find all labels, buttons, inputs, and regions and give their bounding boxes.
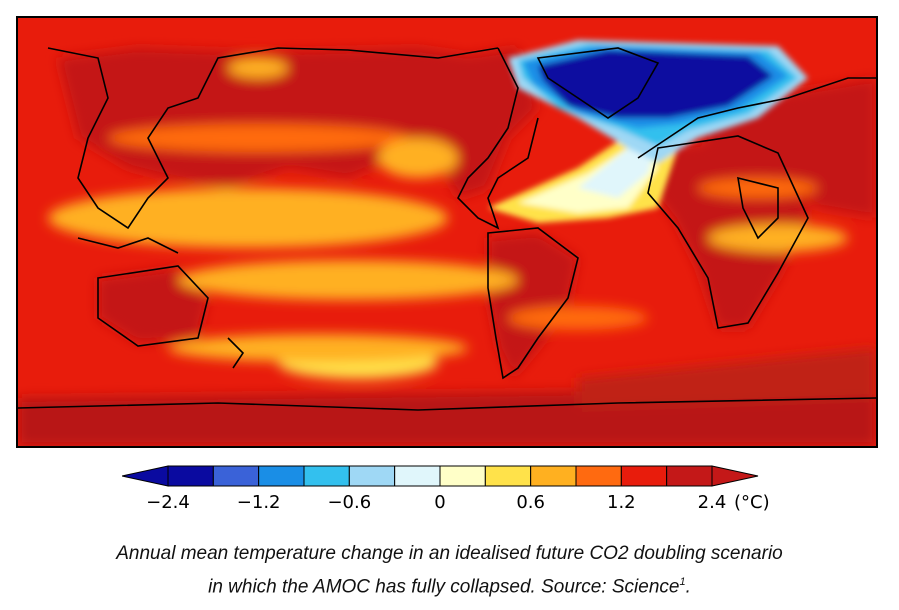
figure-caption: Annual mean temperature change in an ide… — [0, 540, 899, 601]
colorbar-extend-high — [711, 465, 759, 487]
colorbar-tick-label: −0.6 — [327, 492, 371, 513]
colorbar-swatch — [258, 465, 305, 487]
colorbar-swatch — [303, 465, 350, 487]
coast-greenland — [536, 47, 660, 119]
south-america-land — [488, 233, 578, 378]
colorbar-graphic: −2.4 −1.2 −0.6 0 0.6 1.2 2.4 (°C) — [121, 465, 770, 513]
coast-south-america — [487, 227, 579, 380]
southern-ocean-dark — [578, 348, 876, 408]
colorbar-swatch — [484, 465, 532, 487]
atlantic-cold-anomaly — [488, 40, 808, 223]
colorbar-tick-label: −1.2 — [237, 492, 281, 513]
coast-indonesia — [77, 237, 179, 254]
coast-india — [737, 176, 779, 240]
caption-line-2: in which the AMOC has fully collapsed. S… — [0, 568, 899, 601]
colorbar-swatch — [439, 465, 486, 487]
colorbar-tick-label: 0 — [434, 492, 445, 513]
colorbar-tick-label: 1.2 — [607, 492, 636, 513]
caption-line-1: Annual mean temperature change in an ide… — [116, 543, 783, 564]
caption-superscript: 1 — [679, 576, 686, 588]
colorbar: −2.4 −1.2 −0.6 0 0.6 1.2 2.4 (°C) — [121, 462, 782, 522]
colorbar-swatch — [348, 465, 396, 487]
coast-australia — [97, 265, 209, 347]
colorbar-unit: (°C) — [734, 492, 770, 513]
colorbar-swatch — [212, 465, 260, 487]
coast-north-america — [457, 47, 539, 230]
colorbar-extend-low — [121, 465, 169, 487]
colorbar-swatch — [620, 465, 668, 487]
tropical-pacific-band — [48, 188, 448, 248]
australia-land — [98, 268, 208, 343]
coast-antarctica — [18, 397, 876, 411]
coast-africa — [647, 135, 809, 329]
east-pacific-band — [378, 138, 458, 178]
south-atlantic-band — [508, 306, 648, 330]
temperature-field — [18, 18, 876, 446]
caption-line-2-text: in which the AMOC has fully collapsed. S… — [208, 576, 680, 598]
colorbar-tick-label: −2.4 — [146, 492, 190, 513]
colorbar-tick-label: 2.4 — [698, 492, 727, 513]
coast-newzealand — [227, 337, 245, 369]
coast-asia — [47, 47, 499, 230]
north-pacific-band — [108, 124, 408, 152]
coastlines — [18, 47, 876, 411]
subpolar-deep-blue — [538, 50, 773, 118]
colorbar-swatch — [167, 465, 214, 487]
temperature-map — [16, 16, 878, 448]
indian-ocean-band — [708, 224, 848, 252]
coast-europe — [637, 77, 876, 159]
colorbar-tick-label: 0.6 — [516, 492, 545, 513]
south-pacific-band — [168, 334, 468, 362]
colorbar-swatch — [575, 465, 622, 487]
colorbar-swatch — [530, 465, 577, 487]
aleutian-patch — [228, 58, 288, 78]
colorbar-swatch — [666, 465, 713, 487]
colorbar-swatch — [394, 465, 441, 487]
caption-line-2-end: . — [685, 576, 691, 598]
equatorial-pacific-band — [178, 260, 518, 300]
arabian-band — [698, 178, 818, 198]
